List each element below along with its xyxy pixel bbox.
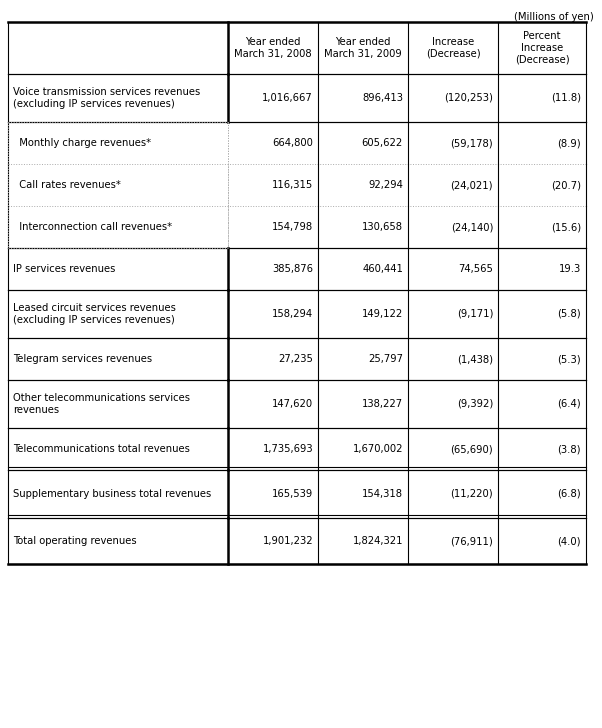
Bar xyxy=(8,74,586,122)
Text: (24,140): (24,140) xyxy=(451,222,493,232)
Text: (65,690): (65,690) xyxy=(450,444,493,454)
Text: 74,565: 74,565 xyxy=(458,264,493,274)
Text: Other telecommunications services
revenues: Other telecommunications services revenu… xyxy=(13,393,190,415)
Text: (24,021): (24,021) xyxy=(450,180,493,190)
Text: Supplementary business total revenues: Supplementary business total revenues xyxy=(13,489,211,499)
Text: 460,441: 460,441 xyxy=(362,264,403,274)
Text: 19.3: 19.3 xyxy=(559,264,581,274)
Bar xyxy=(8,380,586,428)
Text: (15.6): (15.6) xyxy=(551,222,581,232)
Text: 896,413: 896,413 xyxy=(362,93,403,103)
Text: 385,876: 385,876 xyxy=(272,264,313,274)
Text: (11.8): (11.8) xyxy=(551,93,581,103)
Bar xyxy=(8,338,586,380)
Text: (6.8): (6.8) xyxy=(557,489,581,499)
Text: 92,294: 92,294 xyxy=(368,180,403,190)
Text: (8.9): (8.9) xyxy=(557,138,581,148)
Text: 138,227: 138,227 xyxy=(362,399,403,409)
Text: Year ended
March 31, 2008: Year ended March 31, 2008 xyxy=(234,37,312,59)
Text: (4.0): (4.0) xyxy=(557,536,581,546)
Text: (6.4): (6.4) xyxy=(557,399,581,409)
Text: 154,318: 154,318 xyxy=(362,489,403,499)
Text: Telegram services revenues: Telegram services revenues xyxy=(13,354,152,364)
Text: 1,016,667: 1,016,667 xyxy=(262,93,313,103)
Bar xyxy=(8,206,586,248)
Bar xyxy=(8,164,586,206)
Text: (9,392): (9,392) xyxy=(457,399,493,409)
Bar xyxy=(8,470,586,518)
Text: 605,622: 605,622 xyxy=(362,138,403,148)
Text: 1,735,693: 1,735,693 xyxy=(262,444,313,454)
Text: IP services revenues: IP services revenues xyxy=(13,264,116,274)
Text: 130,658: 130,658 xyxy=(362,222,403,232)
Bar xyxy=(8,248,586,290)
Bar xyxy=(8,428,586,470)
Text: (11,220): (11,220) xyxy=(450,489,493,499)
Text: 154,798: 154,798 xyxy=(272,222,313,232)
Text: 1,670,002: 1,670,002 xyxy=(353,444,403,454)
Bar xyxy=(8,122,586,164)
Text: Leased circuit services revenues
(excluding IP services revenues): Leased circuit services revenues (exclud… xyxy=(13,303,176,325)
Bar xyxy=(8,290,586,338)
Text: Percent
Increase
(Decrease): Percent Increase (Decrease) xyxy=(515,31,569,65)
Text: (5.3): (5.3) xyxy=(557,354,581,364)
Text: 27,235: 27,235 xyxy=(278,354,313,364)
Text: (59,178): (59,178) xyxy=(450,138,493,148)
Text: 1,824,321: 1,824,321 xyxy=(353,536,403,546)
Text: (1,438): (1,438) xyxy=(457,354,493,364)
Text: 147,620: 147,620 xyxy=(272,399,313,409)
Text: (120,253): (120,253) xyxy=(444,93,493,103)
Bar xyxy=(8,518,586,564)
Text: 116,315: 116,315 xyxy=(272,180,313,190)
Text: 25,797: 25,797 xyxy=(368,354,403,364)
Text: (3.8): (3.8) xyxy=(557,444,581,454)
Text: Monthly charge revenues*: Monthly charge revenues* xyxy=(13,138,151,148)
Text: Interconnection call revenues*: Interconnection call revenues* xyxy=(13,222,172,232)
Text: Increase
(Decrease): Increase (Decrease) xyxy=(426,37,480,59)
Text: Year ended
March 31, 2009: Year ended March 31, 2009 xyxy=(324,37,402,59)
Text: 158,294: 158,294 xyxy=(272,309,313,319)
Text: Voice transmission services revenues
(excluding IP services revenues): Voice transmission services revenues (ex… xyxy=(13,87,200,108)
Text: (5.8): (5.8) xyxy=(557,309,581,319)
Text: 165,539: 165,539 xyxy=(272,489,313,499)
Text: (20.7): (20.7) xyxy=(551,180,581,190)
Text: Total operating revenues: Total operating revenues xyxy=(13,536,137,546)
Text: (76,911): (76,911) xyxy=(450,536,493,546)
Text: 1,901,232: 1,901,232 xyxy=(262,536,313,546)
Text: (9,171): (9,171) xyxy=(457,309,493,319)
Text: 664,800: 664,800 xyxy=(272,138,313,148)
Text: 149,122: 149,122 xyxy=(362,309,403,319)
Text: Call rates revenues*: Call rates revenues* xyxy=(13,180,121,190)
Text: (Millions of yen): (Millions of yen) xyxy=(514,12,594,23)
Text: Telecommunications total revenues: Telecommunications total revenues xyxy=(13,444,190,454)
